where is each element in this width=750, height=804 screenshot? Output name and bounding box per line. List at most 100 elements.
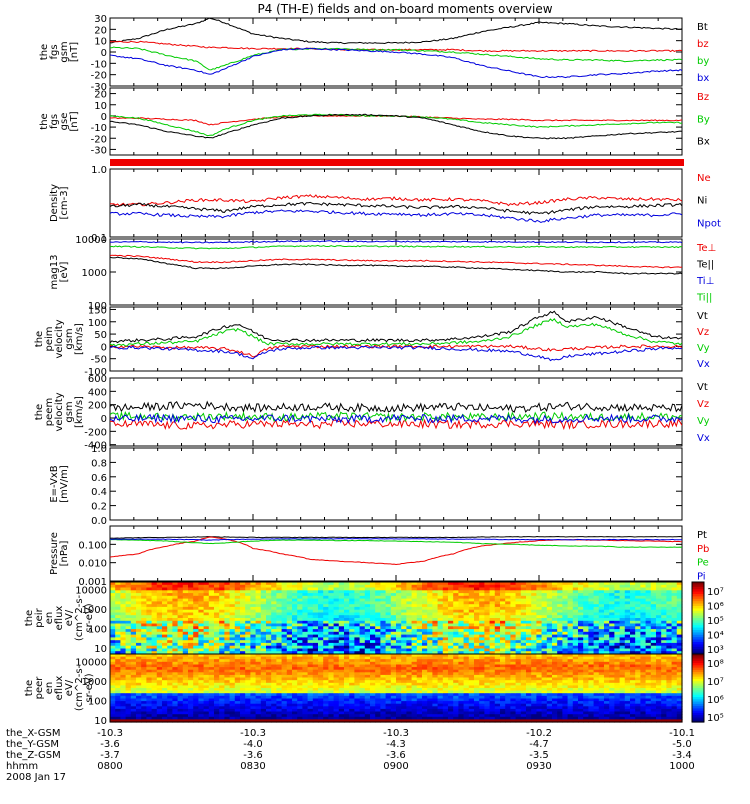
legend-entry: Vt — [697, 311, 708, 322]
y-tick-label: 0.100 — [78, 540, 107, 551]
y-tick-label: -50 — [91, 355, 107, 366]
colorbar-tick-label: 10³ — [707, 645, 724, 656]
y-tick-label: -10 — [91, 59, 107, 70]
y-tick-label: 100 — [88, 318, 107, 329]
y-tick-label: 10 — [94, 716, 107, 727]
series-line-vt — [110, 311, 682, 343]
legend-entry: Npot — [697, 218, 721, 229]
y-tick-label: 0.2 — [91, 502, 107, 513]
series-line-ne — [110, 195, 682, 206]
series-line-vy — [110, 319, 682, 346]
panel-frame — [110, 526, 682, 581]
legend-entry: Vx — [697, 359, 710, 370]
legend-entry: Te⊥ — [696, 243, 716, 254]
legend-entry: Vz — [697, 327, 709, 338]
y-tick-label: 30 — [94, 14, 107, 25]
legend-entry: Vt — [697, 382, 708, 393]
legend-entry: Ne — [697, 173, 711, 184]
red-band — [110, 159, 684, 166]
y-axis-label: [cm-3] — [59, 186, 70, 219]
colorbar-tick-label: 10⁷ — [707, 587, 724, 598]
y-tick-label: 0.4 — [91, 487, 107, 498]
series-line-npot — [110, 210, 682, 223]
legend-entry: Bx — [697, 137, 710, 148]
y-tick-label: 20 — [94, 90, 107, 101]
y-tick-label: 10000 — [75, 586, 107, 597]
y-tick-label: 50 — [94, 330, 107, 341]
y-tick-label: 10 — [94, 37, 107, 48]
colorbar-tick-label: 10⁵ — [707, 616, 724, 627]
y-tick-label: 0.6 — [91, 473, 107, 484]
y-tick-label: -20 — [91, 134, 107, 145]
legend-entry: Bt — [697, 22, 708, 33]
y-tick-label: 1.0 — [91, 165, 107, 176]
legend-entry: Te|| — [696, 260, 714, 271]
legend-entry: By — [697, 114, 710, 125]
y-tick-label: 0.010 — [78, 559, 107, 570]
y-axis-label: [mV/m] — [59, 465, 70, 503]
y-tick-label: -10 — [91, 123, 107, 134]
legend-entry: Vy — [697, 343, 710, 354]
y-tick-label: 0 — [101, 342, 107, 353]
legend-entry: Pi — [697, 571, 706, 582]
legend-entry: bz — [697, 39, 709, 50]
y-tick-label: 10000 — [75, 235, 107, 246]
y-tick-label: 400 — [88, 387, 107, 398]
series-line-ni — [110, 202, 682, 214]
y-axis-label: [eV] — [59, 262, 70, 283]
panel-7: E=-VxB[mV/m]1.00.80.60.40.20.0 — [49, 444, 682, 527]
series-line-vx — [110, 346, 682, 360]
y-tick-label: 10 — [94, 644, 107, 655]
y-tick-label: 1000 — [82, 677, 107, 688]
y-tick-label: -20 — [91, 71, 107, 82]
y-tick-label: 0 — [101, 112, 107, 123]
y-tick-label: 1.0 — [91, 444, 107, 455]
y-tick-label: 10 — [94, 101, 107, 112]
y-axis-label: [nPa] — [59, 540, 70, 566]
y-tick-label: -30 — [91, 145, 107, 156]
legend-entry: Pe — [697, 558, 709, 569]
colorbar-tick-label: 10⁴ — [707, 631, 724, 642]
y-axis-label: [nT] — [69, 42, 80, 62]
legend-entry: Ni — [697, 196, 707, 207]
legend-entry: by — [697, 56, 709, 67]
y-tick-label: 200 — [88, 401, 107, 412]
y-tick-label: 1000 — [82, 605, 107, 616]
panel-frame — [110, 448, 682, 520]
y-tick-label: 150 — [88, 305, 107, 316]
y-tick-label: 100 — [88, 625, 107, 636]
y-tick-label: -200 — [84, 427, 107, 438]
panel-frame — [110, 378, 682, 446]
series-line-bx — [110, 48, 682, 77]
legend-entry: Pb — [697, 544, 709, 555]
y-axis-label: [km/s] — [74, 323, 85, 355]
y-tick-label: 0 — [101, 414, 107, 425]
series-line-vt — [110, 402, 682, 412]
figure-title: P4 (TH-E) fields and on-board moments ov… — [257, 2, 552, 16]
series-line-ti — [110, 245, 682, 249]
y-axis-label: [nT] — [69, 111, 80, 131]
y-tick-label: 1000 — [82, 268, 107, 279]
series-line-by — [110, 114, 682, 135]
legend-entry: Vx — [697, 433, 710, 444]
panel-frame — [110, 169, 682, 237]
colorbar-tick-label: 10⁶ — [707, 602, 724, 613]
legend-entry: Ti|| — [696, 293, 712, 304]
y-tick-label: 10000 — [75, 658, 107, 669]
y-tick-label: 20 — [94, 25, 107, 36]
legend-entry: Vz — [697, 399, 709, 410]
y-tick-label: 100 — [88, 697, 107, 708]
y-tick-label: 0.0 — [91, 516, 107, 527]
series-line-pi — [110, 539, 682, 541]
y-axis-label: [km/s] — [74, 396, 85, 428]
